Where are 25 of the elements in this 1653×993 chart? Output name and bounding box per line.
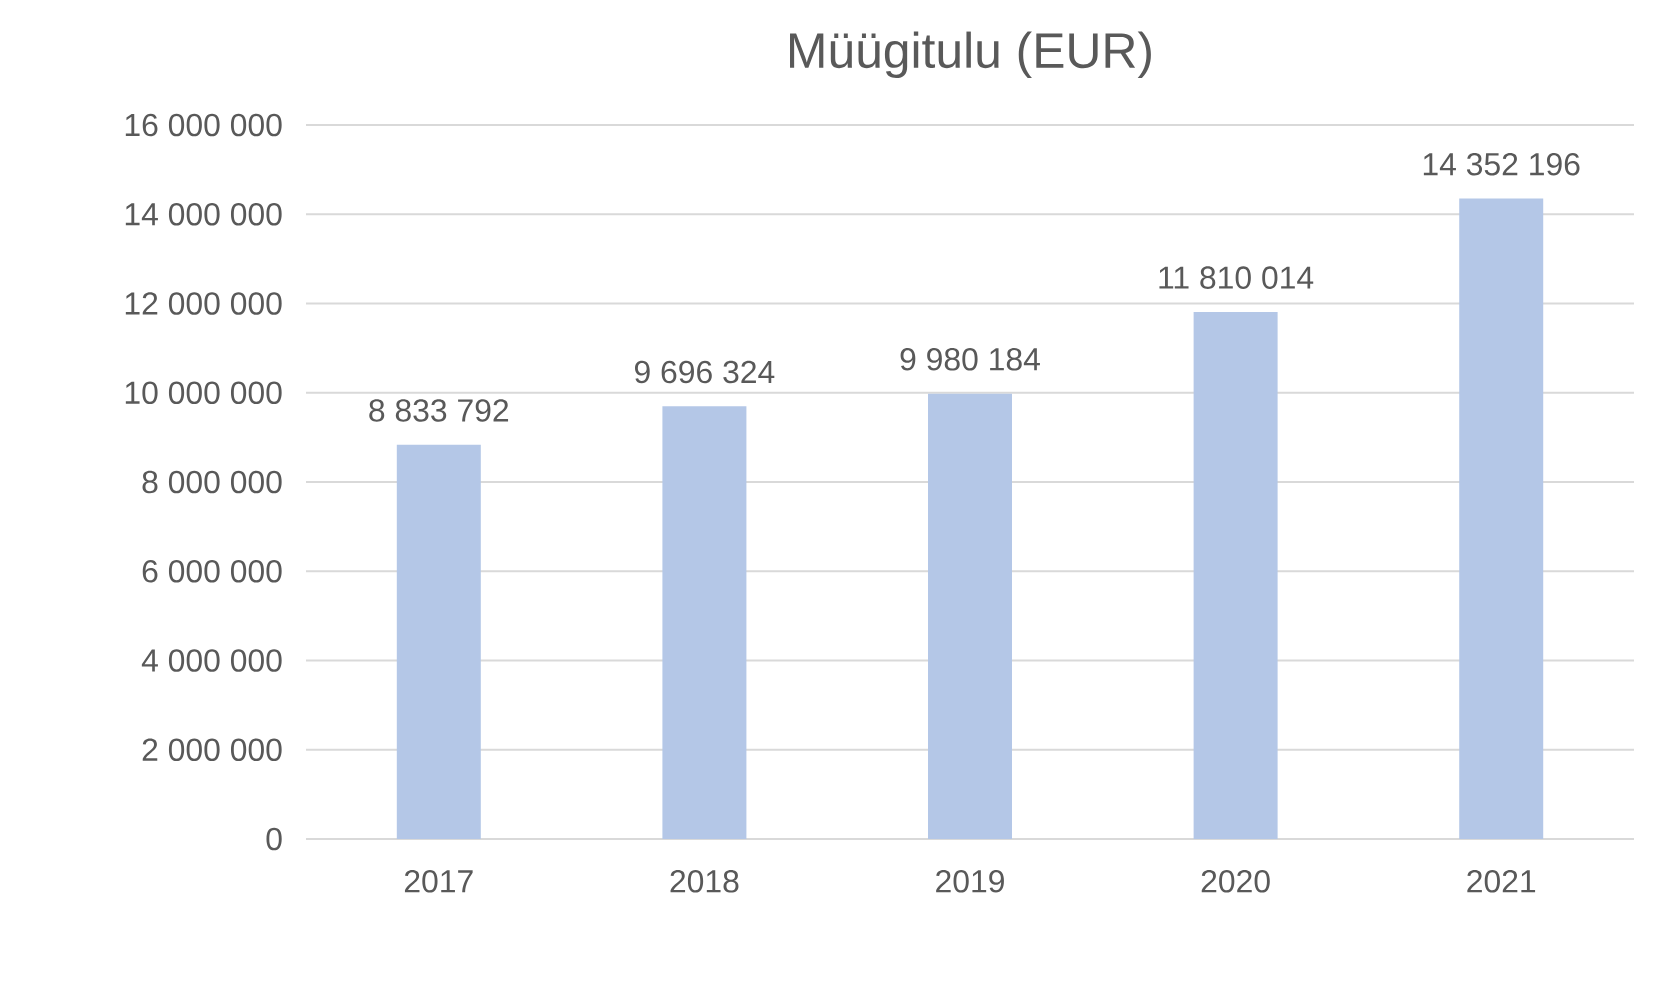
bar bbox=[662, 406, 747, 839]
x-tick-label: 2017 bbox=[404, 870, 473, 893]
data-label: 8 833 792 bbox=[369, 399, 509, 422]
y-tick-label: 8 000 000 bbox=[142, 470, 282, 494]
data-label: 11 810 014 bbox=[1159, 266, 1314, 289]
x-tick-label: 2020 bbox=[1201, 870, 1270, 893]
x-tick-label: 2021 bbox=[1467, 870, 1536, 893]
y-tick-label: 0 bbox=[266, 827, 282, 851]
data-label: 9 696 324 bbox=[634, 360, 775, 384]
bar bbox=[1459, 198, 1544, 839]
y-tick-label: 10 000 000 bbox=[125, 381, 282, 405]
y-tick-label: 2 000 000 bbox=[142, 738, 282, 762]
bar bbox=[928, 393, 1013, 839]
x-tick-label: 2019 bbox=[936, 870, 1004, 893]
data-label: 14 352 196 bbox=[1423, 152, 1580, 176]
y-tick-label: 4 000 000 bbox=[141, 649, 282, 672]
x-tick-label: 2018 bbox=[670, 870, 739, 893]
bar bbox=[1193, 311, 1278, 839]
y-tick-label: 6 000 000 bbox=[142, 559, 282, 583]
data-label: 9 980 184 bbox=[900, 348, 1040, 371]
bar bbox=[396, 444, 481, 839]
y-tick-label: 16 000 000 bbox=[125, 113, 282, 137]
y-tick-label: 12 000 000 bbox=[125, 292, 282, 315]
y-tick-label: 14 000 000 bbox=[125, 202, 282, 226]
chart-title: Müügitulu (EUR) bbox=[790, 31, 1151, 78]
